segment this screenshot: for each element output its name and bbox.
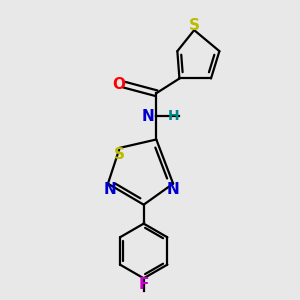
Text: F: F [139, 277, 149, 292]
Text: O: O [112, 77, 125, 92]
Text: N: N [142, 109, 154, 124]
Text: S: S [114, 147, 125, 162]
Text: H: H [167, 109, 179, 123]
Text: S: S [189, 18, 200, 33]
Text: N: N [104, 182, 116, 197]
Text: N: N [167, 182, 179, 197]
